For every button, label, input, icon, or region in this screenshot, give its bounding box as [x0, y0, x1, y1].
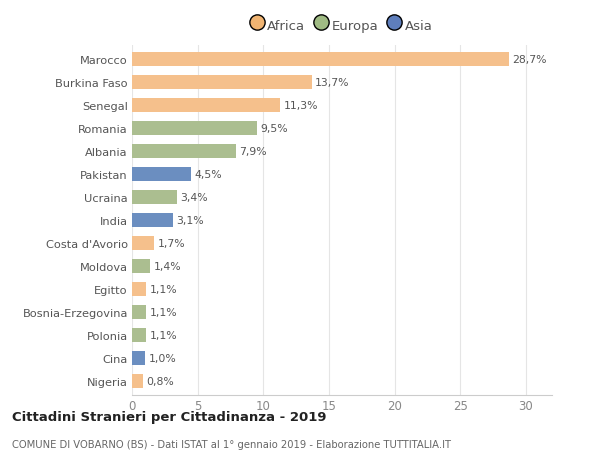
Text: 1,1%: 1,1%	[150, 307, 178, 317]
Bar	[132, 351, 145, 365]
Bar	[132, 374, 143, 388]
Bar	[132, 282, 146, 297]
Text: 13,7%: 13,7%	[315, 78, 350, 88]
Bar	[132, 213, 173, 227]
Bar	[132, 144, 236, 158]
Text: 9,5%: 9,5%	[260, 123, 287, 134]
Text: 28,7%: 28,7%	[512, 55, 547, 65]
Bar	[132, 75, 312, 90]
Bar	[132, 98, 280, 112]
Text: 4,5%: 4,5%	[194, 169, 222, 179]
Bar	[132, 328, 146, 342]
Bar	[132, 52, 509, 67]
Bar	[132, 259, 151, 273]
Text: 1,0%: 1,0%	[148, 353, 176, 363]
Bar	[132, 167, 191, 181]
Bar	[132, 190, 176, 205]
Bar	[132, 236, 154, 251]
Text: 1,4%: 1,4%	[154, 261, 181, 271]
Bar	[132, 305, 146, 319]
Bar	[132, 121, 257, 135]
Text: 11,3%: 11,3%	[284, 101, 318, 111]
Text: 0,8%: 0,8%	[146, 376, 173, 386]
Text: 1,7%: 1,7%	[158, 238, 185, 248]
Text: Cittadini Stranieri per Cittadinanza - 2019: Cittadini Stranieri per Cittadinanza - 2…	[12, 410, 326, 423]
Text: 1,1%: 1,1%	[150, 284, 178, 294]
Legend: Africa, Europa, Asia: Africa, Europa, Asia	[248, 15, 436, 36]
Text: 7,9%: 7,9%	[239, 146, 266, 157]
Text: 3,1%: 3,1%	[176, 215, 203, 225]
Text: 1,1%: 1,1%	[150, 330, 178, 340]
Text: 3,4%: 3,4%	[180, 192, 208, 202]
Text: COMUNE DI VOBARNO (BS) - Dati ISTAT al 1° gennaio 2019 - Elaborazione TUTTITALIA: COMUNE DI VOBARNO (BS) - Dati ISTAT al 1…	[12, 440, 451, 449]
